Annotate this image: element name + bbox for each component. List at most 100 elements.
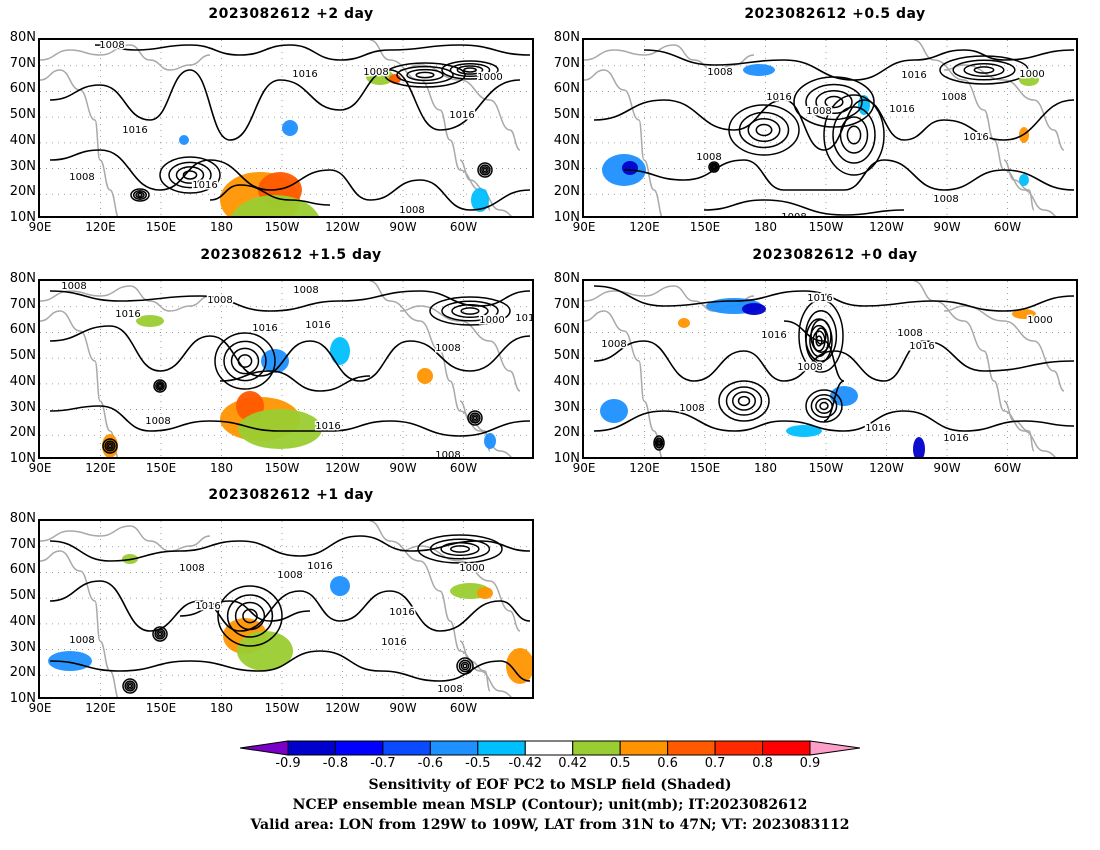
lon-tick-label: 90W — [389, 461, 417, 475]
contour-label: 1016 — [449, 110, 474, 121]
mslp-closed-contour — [107, 443, 113, 449]
map-svg: 1008 1016 1000 1016 1008 1008 1016 1016 1008 1008… — [584, 40, 1076, 216]
contour-label: 1016 — [292, 69, 317, 80]
contour-label: 1008 — [679, 403, 704, 414]
lon-tick-label: 90E — [28, 220, 52, 234]
mslp-closed-contour — [135, 191, 145, 199]
lat-tick-label: 10N — [9, 451, 36, 466]
mslp-closed-contour — [709, 162, 719, 172]
coastline — [943, 305, 1065, 392]
mslp-closed-contour — [472, 415, 478, 421]
mslp-closed-contour — [755, 123, 773, 137]
mslp-closed-contour — [839, 116, 869, 154]
contour-label: 1016 — [252, 323, 277, 334]
lon-tick-label: 90W — [389, 701, 417, 715]
mslp-contour — [49, 290, 531, 312]
contour-label: 1000 — [459, 563, 484, 574]
lon-tick-label: 120E — [85, 461, 116, 475]
coastline — [40, 525, 211, 552]
contour-label: 1000 — [477, 72, 502, 83]
mslp-closed-contour — [406, 68, 444, 82]
mslp-closed-contour — [417, 534, 503, 564]
contour-label: 1016 — [122, 125, 147, 136]
colorbar: -0.9 -0.8 -0.7 -0.6 -0.5 -0.42 0.42 0.5 0.6 0.7 0.… — [240, 739, 860, 779]
sensitivity-shading — [330, 576, 350, 596]
lon-tick-label: 90W — [933, 461, 961, 475]
contour-label: 1008 — [399, 205, 424, 216]
colorbar-swatch — [524, 740, 574, 756]
mslp-closed-contour — [450, 545, 470, 553]
coastline — [399, 545, 521, 632]
lat-tick-label: 20N — [553, 425, 580, 441]
coastline — [1003, 400, 1035, 452]
lat-tick-label: 60N — [9, 562, 36, 578]
footer-line-3: Valid area: LON from 129W to 109W, LAT f… — [250, 817, 850, 833]
colorbar-arrow-low — [240, 740, 289, 756]
contour-label: 1016 — [192, 180, 217, 191]
contour-label: 1016 — [381, 637, 406, 648]
sensitivity-shading — [600, 399, 628, 423]
coastline — [1003, 159, 1035, 211]
mslp-closed-contour — [469, 412, 481, 424]
mslp-contour — [593, 410, 1075, 432]
mslp-closed-contour — [654, 437, 664, 449]
mslp-closed-contour — [952, 59, 1016, 81]
contour-label: 1008 — [207, 295, 232, 306]
colorbar-arrow-high — [809, 740, 860, 756]
mslp-closed-contour — [237, 354, 253, 368]
mslp-contour — [49, 405, 531, 437]
mslp-closed-contour — [451, 303, 489, 319]
lat-tick-label: 40N — [9, 132, 36, 148]
contour-label: 1016 — [807, 293, 832, 304]
mslp-closed-contour — [214, 332, 276, 390]
lat-tick-label: 30N — [9, 399, 36, 415]
mslp-closed-contour — [230, 347, 260, 375]
contour-label: 1008 — [601, 339, 626, 350]
mslp-closed-contour — [656, 439, 662, 447]
colorbar-tick-label: -0.9 — [275, 756, 301, 771]
lon-tick-label: 120W — [325, 701, 360, 715]
contour-label: 1016 — [943, 433, 968, 444]
colorbar-tick-label: 0.5 — [609, 756, 631, 771]
sensitivity-shading — [417, 368, 433, 384]
mslp-closed-contour — [384, 62, 466, 88]
mslp-closed-contour — [798, 299, 844, 373]
mslp-closed-contour — [819, 401, 829, 411]
lat-tick-label: 40N — [9, 613, 36, 629]
mslp-closed-contour — [106, 442, 114, 450]
mslp-closed-contour — [102, 438, 118, 454]
contour-label: 1016 — [889, 104, 914, 115]
colorbar-tick-label: -0.5 — [465, 756, 491, 771]
mslp-closed-contour — [815, 335, 823, 347]
mslp-closed-contour — [823, 94, 885, 176]
lon-tick-label: 90E — [28, 701, 52, 715]
mslp-contour — [703, 199, 905, 216]
mslp-closed-contour — [153, 379, 167, 393]
colorbar-swatch — [572, 740, 621, 756]
mslp-closed-contour — [815, 90, 853, 114]
mslp-closed-contour — [482, 167, 488, 173]
lat-tick-label: 60N — [553, 322, 580, 338]
lat-tick-label: 50N — [553, 348, 580, 364]
map-area: 1016 1016 1008 1000 1016 1008 1008 1008 1016 1016 — [582, 279, 1078, 459]
colorbar-tick-label: 0.9 — [799, 756, 821, 771]
lon-tick-label: 120W — [869, 220, 904, 234]
contour-label: 1008 — [179, 563, 204, 574]
sensitivity-shading — [858, 95, 870, 115]
sensitivity-shading — [282, 120, 298, 136]
mslp-closed-contour — [460, 307, 480, 315]
contour-label: 1008 — [69, 635, 94, 646]
colorbar-swatch — [714, 740, 764, 756]
mslp-closed-contour — [805, 83, 863, 121]
mslp-closed-contour — [657, 440, 661, 446]
colorbar-swatch — [382, 740, 431, 756]
coastline — [943, 64, 1065, 151]
colorbar-swatch — [667, 740, 716, 756]
mslp-contour — [643, 49, 1075, 81]
contour-label: 1008 — [806, 106, 831, 117]
colorbar-tick-label: -0.42 — [508, 756, 543, 771]
lat-tick-label: 30N — [553, 158, 580, 174]
mslp-closed-contour — [809, 324, 829, 358]
sensitivity-shading — [179, 135, 189, 145]
lon-tick-label: 180 — [210, 220, 233, 234]
